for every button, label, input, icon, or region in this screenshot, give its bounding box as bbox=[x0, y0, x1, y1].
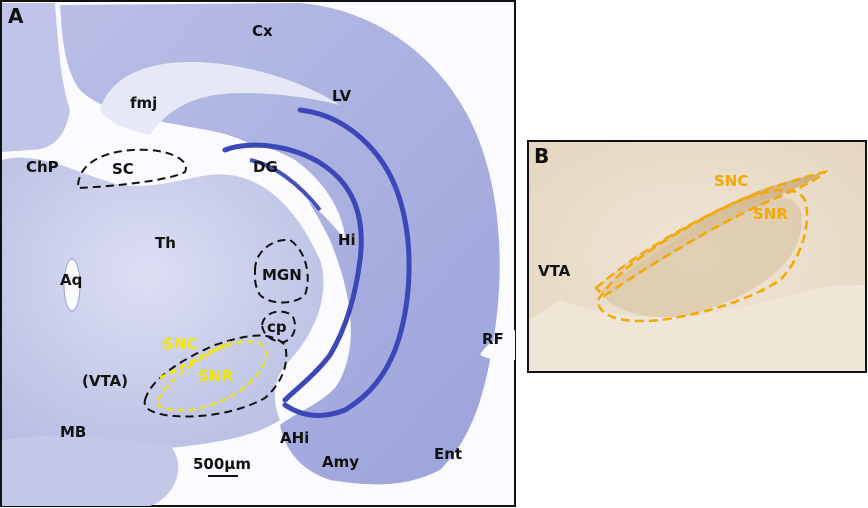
label-vta: (VTA) bbox=[82, 372, 128, 390]
rf-notch bbox=[480, 330, 515, 361]
label-lv: LV bbox=[332, 87, 351, 105]
label-mgn: MGN bbox=[262, 266, 302, 284]
label-sc: SC bbox=[112, 160, 134, 178]
snr-stained-region bbox=[600, 197, 802, 318]
snc-outline-orange bbox=[594, 170, 829, 298]
label-th: Th bbox=[155, 234, 176, 252]
fmj-band bbox=[100, 61, 340, 135]
label-cp: cp bbox=[267, 318, 287, 336]
label-chp: ChP bbox=[26, 158, 59, 176]
label-aq: Aq bbox=[60, 271, 82, 289]
label-b-vta: VTA bbox=[538, 262, 571, 280]
panel-a: A Cx LV fmj ChP SC DG Hi Th Aq MGN cp RF… bbox=[0, 0, 516, 507]
label-b-snr: SNR bbox=[753, 205, 788, 223]
label-b-snc: SNC bbox=[714, 172, 748, 190]
tissue-midbrain bbox=[2, 157, 324, 452]
tissue-midbrain-bottom bbox=[2, 435, 179, 506]
dg-lower-blade bbox=[249, 158, 322, 212]
dentate-gyrus-band bbox=[222, 142, 364, 403]
sn-outline-black bbox=[143, 334, 288, 418]
scale-bar-label: 500µm bbox=[193, 455, 251, 473]
label-snr: SNR bbox=[198, 367, 233, 385]
label-hi: Hi bbox=[338, 231, 356, 249]
mgn-outline bbox=[253, 238, 309, 304]
label-mb: MB bbox=[60, 423, 86, 441]
tissue-left-cortex bbox=[2, 3, 70, 152]
label-dg: DG bbox=[253, 158, 278, 176]
aqueduct-hole bbox=[63, 258, 81, 312]
label-rf: RF bbox=[482, 330, 504, 348]
label-ahi: AHi bbox=[280, 429, 309, 447]
ca-band bbox=[282, 107, 412, 418]
panel-b: B SNC SNR VTA bbox=[527, 140, 867, 373]
label-fmj: fmj bbox=[130, 94, 157, 112]
snc-line-yellow bbox=[159, 340, 231, 380]
label-cx: Cx bbox=[252, 22, 273, 40]
panel-a-letter: A bbox=[8, 4, 24, 28]
label-snc: SNC bbox=[163, 335, 197, 353]
sc-outline bbox=[77, 148, 187, 190]
label-amy: Amy bbox=[322, 453, 359, 471]
snr-outline-yellow bbox=[156, 340, 268, 412]
ventricle-space bbox=[190, 141, 345, 240]
panel-b-letter: B bbox=[534, 144, 549, 168]
panel-b-pale-region bbox=[529, 285, 865, 371]
label-ent: Ent bbox=[434, 445, 462, 463]
